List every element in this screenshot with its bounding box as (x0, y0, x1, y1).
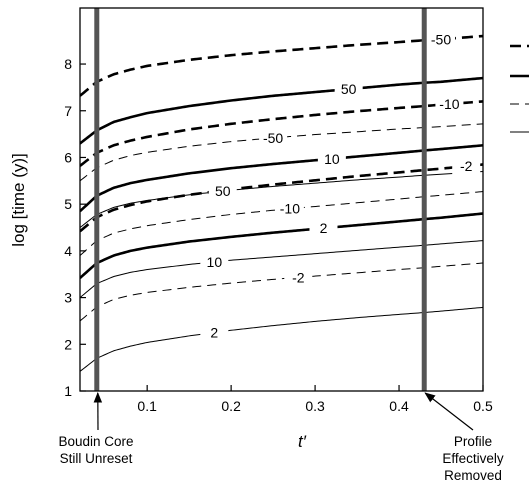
plot-frame (79, 7, 484, 392)
curve-label-bg (334, 81, 363, 98)
x-tick-label: 0.1 (137, 398, 157, 414)
curve-label-bg (275, 200, 304, 217)
series-line-5 (80, 144, 483, 213)
y-tick-label: 8 (64, 56, 72, 72)
reference-lines (94, 8, 427, 391)
curve-label-3: -10 (439, 96, 459, 112)
x-tick-label: 0.5 (473, 398, 493, 414)
x-axis-ticks: 0.1 0.2 0.3 0.4 0.5 (137, 385, 493, 414)
curve-label-1: -50 (431, 31, 451, 47)
y-tick-label: 2 (64, 336, 72, 352)
y-tick-label: 1 (64, 383, 72, 399)
curve-label-2: 50 (341, 81, 357, 97)
y-axis-label: log [time (y)] (9, 153, 28, 247)
curve-label-5: 10 (324, 151, 340, 167)
curve-label-bg (208, 183, 237, 200)
curve-label-bg (452, 158, 481, 175)
series-line-2 (80, 76, 483, 145)
legend-clipped (510, 44, 529, 133)
y-tick-label: 7 (64, 103, 72, 119)
curve-label-bg (200, 253, 229, 270)
series-line-9 (80, 212, 483, 279)
curve-labels: -50 50 -10 -50 10 -2 50 -10 2 10 -2 2 (200, 31, 481, 341)
reference-annotation-2: Profile Effectively Removed (442, 434, 504, 483)
series-line-1 (80, 34, 483, 97)
x-tick-label: 0.2 (221, 398, 241, 414)
curve-label-bg (200, 324, 229, 341)
curve-label-bg (284, 269, 313, 286)
curve-label-bg (309, 220, 338, 237)
series-line-12 (80, 306, 483, 372)
y-axis-ticks: 1 2 3 4 5 6 7 8 (64, 56, 86, 399)
curve-label-bg (317, 150, 346, 167)
curve-label-8: -10 (280, 201, 300, 217)
x-tick-label: 0.3 (305, 398, 325, 414)
x-axis-label: t′ (298, 432, 307, 451)
curve-label-7: 50 (215, 183, 231, 199)
y-tick-label: 3 (64, 290, 72, 306)
curve-label-11: -2 (292, 269, 305, 285)
curve-label-12: 2 (210, 325, 218, 341)
curve-label-9: 2 (320, 220, 328, 236)
curve-label-bg (435, 96, 464, 113)
curve-label-bg (259, 129, 288, 146)
curve-label-6: -2 (460, 158, 473, 174)
curve-label-bg (427, 31, 456, 48)
y-tick-label: 6 (64, 149, 72, 165)
y-tick-label: 5 (64, 196, 72, 212)
series-line-7 (80, 170, 483, 228)
reference-annotations: Boudin Core Still Unreset Profile Effective… (58, 391, 504, 483)
reference-annotation-1: Boudin Core Still Unreset (58, 434, 133, 466)
series-line-6 (80, 163, 483, 233)
series-layer (80, 34, 483, 372)
curve-label-4: -50 (263, 130, 283, 146)
y-tick-label: 4 (64, 243, 72, 259)
curve-label-10: 10 (207, 254, 223, 270)
x-tick-label: 0.4 (389, 398, 409, 414)
series-line-10 (80, 240, 483, 298)
series-line-3 (80, 100, 483, 167)
annotation-arrow-2 (424, 392, 474, 431)
